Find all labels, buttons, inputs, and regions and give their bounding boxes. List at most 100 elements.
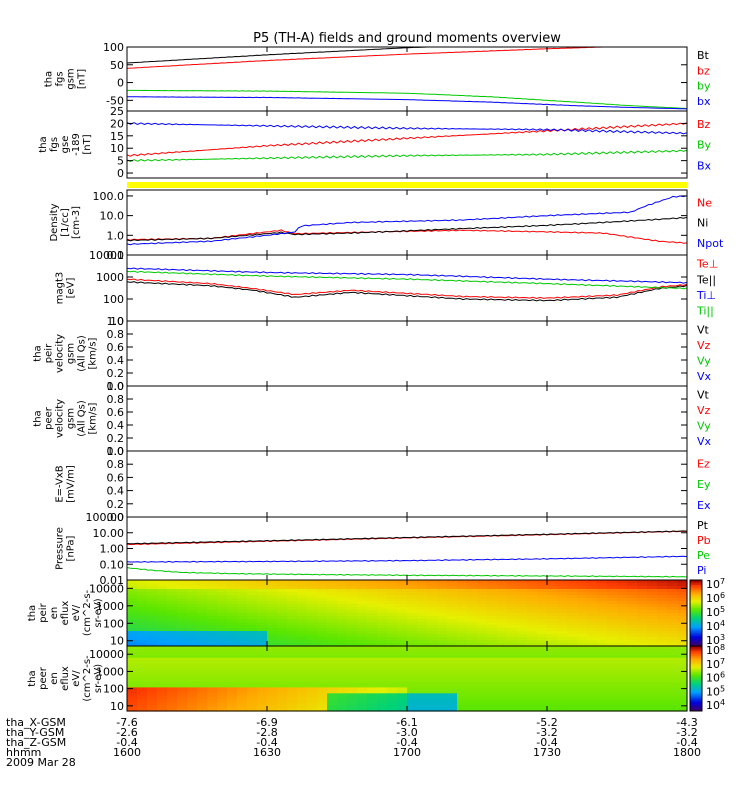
y-axis-label: eV/: [71, 604, 82, 621]
heatmap-cell: [307, 687, 318, 691]
heatmap-cell: [457, 690, 468, 694]
heatmap-cell: [527, 619, 538, 623]
heatmap-cell: [637, 595, 648, 599]
heatmap-cell: [407, 628, 418, 632]
heatmap-cell: [497, 649, 508, 653]
heatmap-cell: [397, 643, 408, 647]
heatmap-cell: [637, 610, 648, 614]
heatmap-cell: [637, 675, 648, 680]
heatmap-cell: [617, 586, 628, 590]
y-axis-label: tha: [38, 136, 49, 152]
heatmap-cell: [407, 592, 418, 596]
heatmap-cell: [187, 628, 198, 632]
heatmap-cell: [167, 643, 178, 647]
heatmap-cell: [287, 613, 298, 617]
heatmap-cell: [337, 684, 348, 688]
heatmap-cell: [237, 678, 248, 683]
heatmap-cell: [297, 699, 308, 703]
heatmap-cell: [127, 672, 138, 677]
heatmap-cell: [437, 586, 448, 590]
heatmap-cell: [297, 669, 308, 674]
heatmap-cell: [597, 666, 608, 671]
y-axis-label: [eV]: [66, 278, 77, 299]
heatmap-cell: [217, 649, 228, 653]
heatmap-cell: [177, 595, 188, 599]
heatmap-cell: [667, 687, 678, 691]
heatmap-cell: [237, 637, 248, 641]
heatmap-cell: [357, 628, 368, 632]
heatmap-cell: [217, 675, 228, 680]
heatmap-cell: [357, 687, 368, 691]
heatmap-cell: [257, 675, 268, 680]
heatmap-cell: [577, 708, 588, 712]
heatmap-cell: [537, 604, 548, 608]
heatmap-cell: [237, 622, 248, 626]
heatmap-cell: [567, 654, 578, 659]
heatmap-cell: [147, 622, 158, 626]
heatmap-cell: [137, 583, 148, 587]
heatmap-cell: [387, 660, 398, 665]
colorbar-cell: [690, 670, 702, 673]
heatmap-cell: [397, 616, 408, 620]
heatmap-cell: [247, 660, 258, 665]
colorbar-cell: [690, 650, 702, 653]
heatmap-cell: [127, 678, 138, 683]
heatmap-cell: [127, 657, 138, 662]
heatmap-cell: [367, 619, 378, 623]
heatmap-cell: [187, 675, 198, 680]
heatmap-cell: [207, 649, 218, 653]
heatmap-cell: [627, 681, 638, 686]
heatmap-cell: [327, 646, 338, 650]
colorbar-label: 104: [706, 619, 725, 633]
heatmap-cell: [577, 646, 588, 650]
heatmap-cell: [467, 666, 478, 671]
heatmap-cell: [637, 693, 648, 697]
heatmap-cell: [327, 634, 338, 638]
heatmap-cell: [337, 607, 348, 611]
ephem-value: -0.4: [396, 736, 417, 749]
heatmap-cell: [477, 589, 488, 593]
heatmap-cell: [567, 625, 578, 629]
heatmap-cell: [127, 637, 138, 641]
heatmap-cell: [337, 601, 348, 605]
ephem-value: -2.6: [116, 726, 137, 739]
heatmap-cell: [257, 687, 268, 691]
heatmap-cell: [617, 666, 628, 671]
heatmap-cell: [217, 687, 228, 691]
heatmap-cell: [207, 601, 218, 605]
heatmap-cell: [627, 631, 638, 635]
heatmap-cell: [247, 589, 258, 593]
heatmap-cell: [187, 643, 198, 647]
heatmap-cell: [627, 699, 638, 703]
heatmap-cell: [307, 610, 318, 614]
heatmap-cell: [177, 643, 188, 647]
heatmap-cell: [337, 702, 348, 706]
heatmap-cell: [547, 651, 558, 656]
heatmap-cell: [297, 705, 308, 709]
heatmap-cell: [487, 643, 498, 647]
heatmap-cell: [247, 675, 258, 680]
heatmap-cell: [437, 693, 448, 697]
heatmap-cell: [197, 651, 208, 656]
heatmap-cell: [137, 672, 148, 677]
heatmap-cell: [327, 651, 338, 656]
heatmap-cell: [487, 690, 498, 694]
heatmap-cell: [567, 663, 578, 668]
heatmap-cell: [517, 672, 528, 677]
heatmap-cell: [187, 601, 198, 605]
heatmap-cell: [487, 699, 498, 703]
colorbar-cell: [690, 659, 702, 662]
heatmap-cell: [327, 640, 338, 644]
heatmap-cell: [367, 705, 378, 709]
heatmap-cell: [597, 687, 608, 691]
heatmap-cell: [587, 678, 598, 683]
heatmap-cell: [277, 699, 288, 703]
heatmap-cell: [547, 595, 558, 599]
heatmap-cell: [327, 699, 338, 703]
heatmap-cell: [347, 604, 358, 608]
heatmap-cell: [617, 675, 628, 680]
colorbar-cell: [690, 644, 702, 647]
heatmap-cell: [307, 607, 318, 611]
heatmap-cell: [227, 580, 238, 584]
heatmap-cell: [317, 669, 328, 674]
